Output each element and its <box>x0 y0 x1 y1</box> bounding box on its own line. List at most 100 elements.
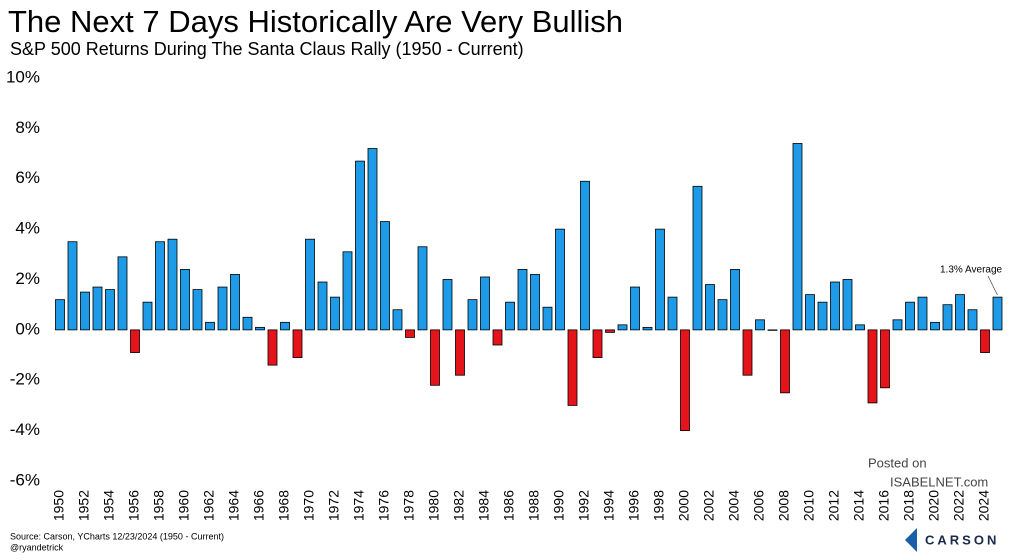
x-tick-label: 1982 <box>451 490 467 521</box>
bar <box>167 238 178 331</box>
bar <box>492 329 503 346</box>
bar <box>630 286 640 331</box>
watermark: Posted on <box>868 455 927 470</box>
bar <box>755 319 765 331</box>
bar <box>867 329 878 404</box>
bar <box>592 329 603 358</box>
x-tick-label: 1992 <box>576 490 592 521</box>
bar <box>380 221 390 331</box>
x-tick-label: 1994 <box>601 490 617 521</box>
bar <box>505 301 515 331</box>
x-tick-label: 1972 <box>326 490 342 521</box>
x-tick-label: 1978 <box>401 490 417 521</box>
bar <box>80 291 90 331</box>
bar <box>192 289 203 331</box>
bar <box>792 143 803 331</box>
bar <box>530 274 540 331</box>
bar <box>905 301 915 331</box>
bar <box>230 274 240 331</box>
x-tick-label: 2018 <box>901 490 917 521</box>
bar <box>255 326 265 331</box>
source: Source: Carson, YCharts 12/23/2024 (1950… <box>10 531 224 541</box>
bar <box>842 279 853 331</box>
x-tick-label: 1974 <box>351 490 367 521</box>
x-tick-label: 1968 <box>276 490 292 521</box>
bar <box>130 329 140 353</box>
bar <box>442 279 453 331</box>
y-tick-label: 8% <box>15 118 40 137</box>
bar <box>780 329 790 394</box>
y-tick-label: 2% <box>15 269 40 288</box>
x-tick-label: 2016 <box>876 490 892 521</box>
bar <box>205 321 215 331</box>
bar <box>642 326 653 331</box>
x-tick-label: 1962 <box>201 490 217 521</box>
watermark: ISABELNET.com <box>890 474 988 489</box>
annotation: 1.3% Average <box>940 265 1003 276</box>
y-tick-label: -4% <box>10 420 40 439</box>
bar <box>105 289 115 331</box>
bar <box>992 296 1003 331</box>
bar <box>805 294 815 331</box>
bar <box>692 185 703 331</box>
bar <box>980 329 990 353</box>
bar <box>917 296 928 331</box>
bar <box>467 299 478 331</box>
bar <box>317 281 328 331</box>
bar <box>155 241 165 331</box>
x-tick-label: 1954 <box>101 490 117 521</box>
bar <box>617 324 628 331</box>
bar <box>67 241 78 331</box>
bar <box>305 238 315 331</box>
x-tick-label: 1990 <box>551 490 567 521</box>
bar <box>705 284 715 331</box>
annotation-line <box>987 275 998 296</box>
logo-icon <box>905 528 917 552</box>
chart-subtitle: S&P 500 Returns During The Santa Claus R… <box>10 39 524 59</box>
x-tick-label: 2024 <box>976 490 992 521</box>
bar <box>830 281 840 331</box>
x-tick-label: 2020 <box>926 490 942 521</box>
x-tick-label: 1970 <box>301 490 317 521</box>
bar <box>667 296 678 331</box>
bar <box>967 309 978 331</box>
x-tick-label: 1998 <box>651 490 667 521</box>
x-tick-label: 1976 <box>376 490 392 521</box>
y-tick-label: -2% <box>10 370 40 389</box>
bar <box>730 269 740 331</box>
y-tick-label: 10% <box>6 67 40 86</box>
bar <box>717 299 728 331</box>
x-tick-label: 2006 <box>751 490 767 521</box>
x-tick-label: 1950 <box>51 490 67 521</box>
y-tick-label: 4% <box>15 219 40 238</box>
bar <box>742 329 753 376</box>
bar <box>930 321 940 331</box>
bar <box>217 286 228 331</box>
x-tick-label: 1952 <box>76 490 92 521</box>
chart-title: The Next 7 Days Historically Are Very Bu… <box>8 4 623 39</box>
bar <box>355 160 365 331</box>
bar <box>605 329 615 333</box>
bar <box>342 251 353 331</box>
bar <box>480 276 490 331</box>
logo: CARSON <box>925 532 999 547</box>
bar <box>680 329 690 432</box>
x-tick-label: 2000 <box>676 490 692 521</box>
x-tick-label: 1958 <box>151 490 167 521</box>
y-tick-label: 6% <box>15 168 40 187</box>
bar <box>880 329 890 389</box>
bar <box>555 228 565 331</box>
bar <box>267 329 278 366</box>
bar <box>142 301 153 331</box>
y-tick-label: -6% <box>10 470 40 489</box>
bar <box>280 321 290 331</box>
x-tick-label: 2008 <box>776 490 792 521</box>
bar <box>542 306 553 331</box>
bar <box>942 304 953 331</box>
bar <box>55 299 65 331</box>
x-tick-label: 1984 <box>476 490 492 521</box>
x-tick-label: 1996 <box>626 490 642 521</box>
bar <box>180 269 190 331</box>
